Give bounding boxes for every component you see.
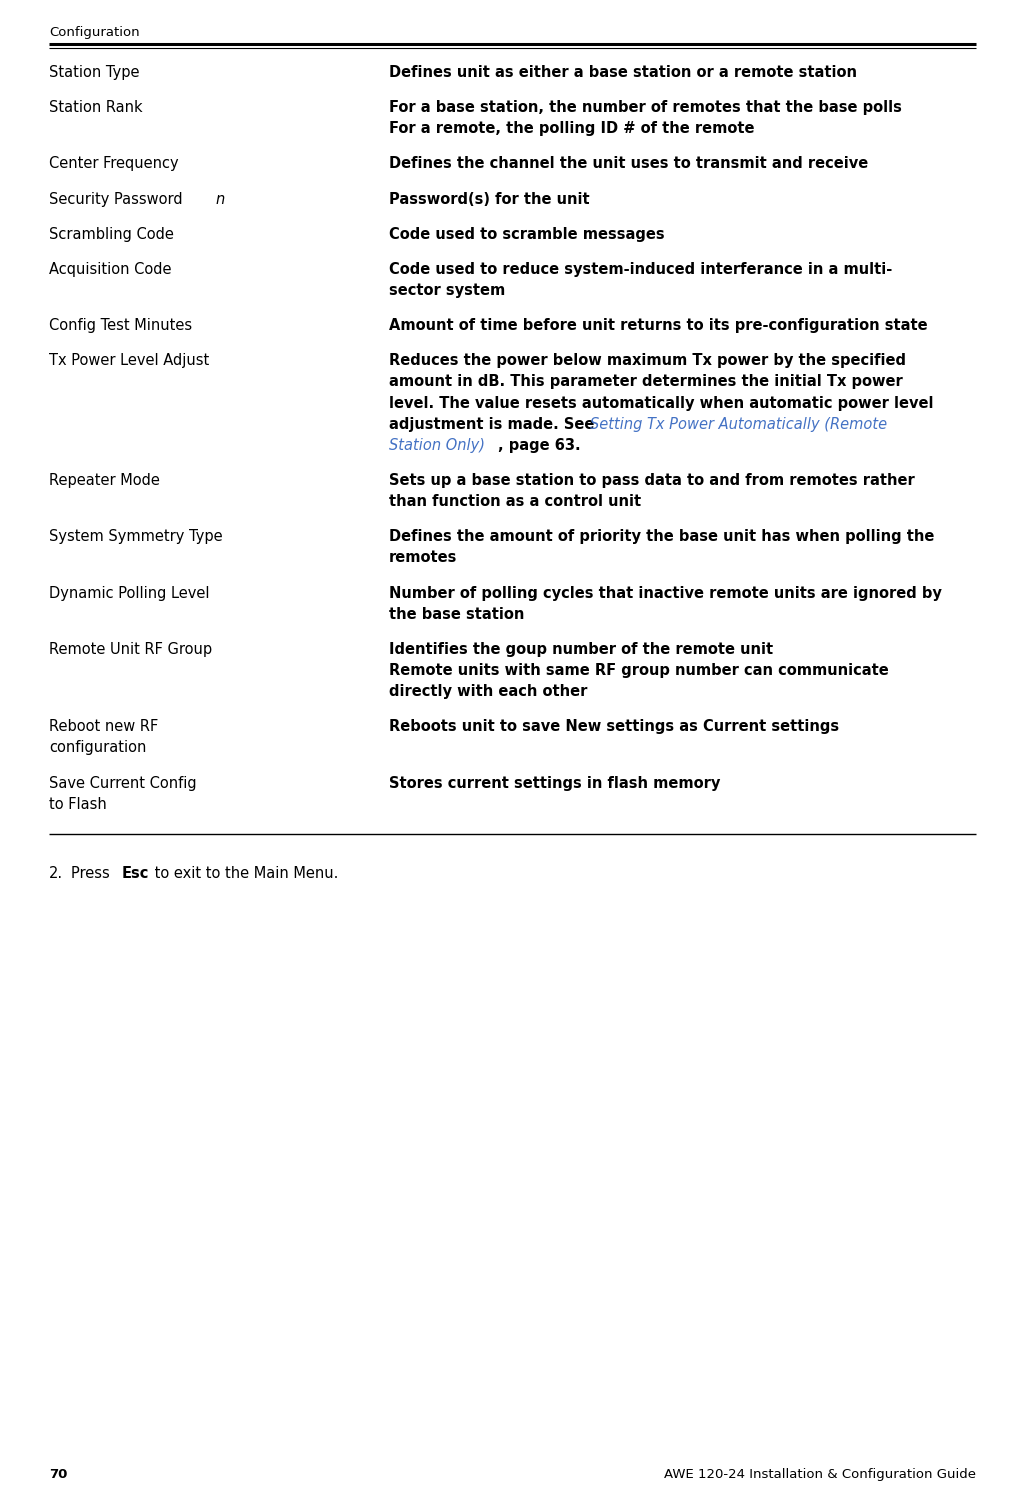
Text: Remote Unit RF Group: Remote Unit RF Group [49,642,212,657]
Text: Scrambling Code: Scrambling Code [49,226,174,242]
Text: Configuration: Configuration [49,26,140,39]
Text: Reboot new RF: Reboot new RF [49,720,158,735]
Text: , page 63.: , page 63. [497,438,580,453]
Text: configuration: configuration [49,741,147,756]
Text: Security Password ​: Security Password ​ [49,192,187,207]
Text: Code used to scramble messages: Code used to scramble messages [388,226,664,242]
Text: than function as a control unit: than function as a control unit [388,494,641,508]
Text: Number of polling cycles that inactive remote units are ignored by: Number of polling cycles that inactive r… [388,585,941,600]
Text: adjustment is made. See: adjustment is made. See [388,417,599,432]
Text: Center Frequency: Center Frequency [49,156,179,171]
Text: Press: Press [71,865,114,880]
Text: sector system: sector system [388,284,504,298]
Text: Reduces the power below maximum Tx power by the specified: Reduces the power below maximum Tx power… [388,354,905,369]
Text: Dynamic Polling Level: Dynamic Polling Level [49,585,209,600]
Text: remotes: remotes [388,550,457,566]
Text: to Flash: to Flash [49,796,106,812]
Text: Station Type: Station Type [49,64,140,80]
Text: n: n [215,192,224,207]
Text: Remote units with same RF group number can communicate: Remote units with same RF group number c… [388,663,888,678]
Text: Station Only): Station Only) [388,438,484,453]
Text: Stores current settings in flash memory: Stores current settings in flash memory [388,776,720,790]
Text: For a base station, the number of remotes that the base polls: For a base station, the number of remote… [388,100,901,116]
Text: Repeater Mode: Repeater Mode [49,472,160,488]
Text: AWE 120-24 Installation & Configuration Guide: AWE 120-24 Installation & Configuration … [663,1468,975,1480]
Text: Esc: Esc [121,865,149,880]
Text: For a remote, the polling ID # of the remote: For a remote, the polling ID # of the re… [388,122,754,136]
Text: Sets up a base station to pass data to and from remotes rather: Sets up a base station to pass data to a… [388,472,914,488]
Text: Amount of time before unit returns to its pre-configuration state: Amount of time before unit returns to it… [388,318,927,333]
Text: 2.: 2. [49,865,63,880]
Text: Reboots unit to save New settings as Current settings: Reboots unit to save New settings as Cur… [388,720,838,735]
Text: Defines the amount of priority the base unit has when polling the: Defines the amount of priority the base … [388,530,933,544]
Text: directly with each other: directly with each other [388,684,586,699]
Text: Config Test Minutes: Config Test Minutes [49,318,192,333]
Text: Save Current Config: Save Current Config [49,776,196,790]
Text: Tx Power Level Adjust: Tx Power Level Adjust [49,354,209,369]
Text: Password(s) for the unit: Password(s) for the unit [388,192,589,207]
Text: Defines the channel the unit uses to transmit and receive: Defines the channel the unit uses to tra… [388,156,867,171]
Text: Station Rank: Station Rank [49,100,143,116]
Text: Setting Tx Power Automatically (Remote: Setting Tx Power Automatically (Remote [589,417,887,432]
Text: Code used to reduce system-induced interferance in a multi-: Code used to reduce system-induced inter… [388,262,892,278]
Text: 70: 70 [49,1468,68,1480]
Text: amount in dB. This parameter determines the initial Tx power: amount in dB. This parameter determines … [388,375,902,390]
Text: Acquisition Code: Acquisition Code [49,262,171,278]
Text: Identifies the goup number of the remote unit: Identifies the goup number of the remote… [388,642,772,657]
Text: to exit to the Main Menu.: to exit to the Main Menu. [150,865,338,880]
Text: System Symmetry Type: System Symmetry Type [49,530,222,544]
Text: Defines unit as either a base station or a remote station: Defines unit as either a base station or… [388,64,856,80]
Text: level. The value resets automatically when automatic power level: level. The value resets automatically wh… [388,396,932,411]
Text: the base station: the base station [388,608,524,622]
